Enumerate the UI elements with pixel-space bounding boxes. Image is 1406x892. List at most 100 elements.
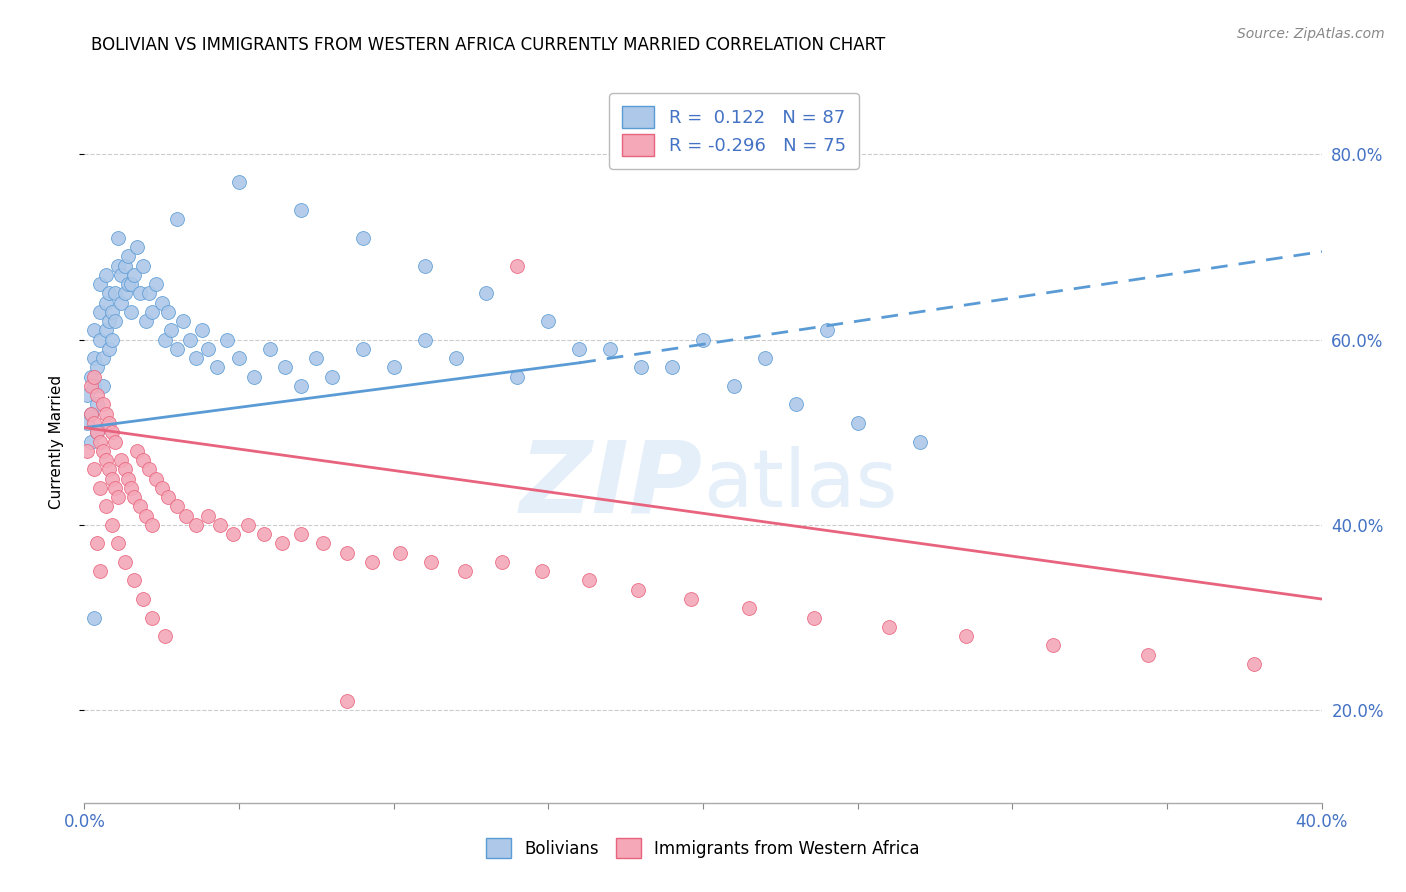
Point <box>94 268 117 282</box>
Point <box>94 295 117 310</box>
Point <box>145 277 167 291</box>
Point <box>135 508 157 523</box>
Point <box>104 481 127 495</box>
Point <box>79 434 101 449</box>
Point <box>290 527 312 541</box>
Point <box>537 314 560 328</box>
Point <box>382 360 405 375</box>
Point <box>79 379 101 393</box>
Point <box>76 388 98 402</box>
Point <box>132 259 155 273</box>
Point <box>83 416 105 430</box>
Point <box>955 629 977 643</box>
Point <box>101 425 124 440</box>
Point <box>207 360 229 375</box>
Point <box>274 360 297 375</box>
Point <box>83 610 105 624</box>
Point <box>145 472 167 486</box>
Point <box>361 555 384 569</box>
Point <box>110 268 132 282</box>
Point <box>86 425 108 440</box>
Point <box>1042 638 1064 652</box>
Point <box>444 351 467 366</box>
Point <box>91 351 114 366</box>
Point <box>336 694 359 708</box>
Point <box>259 342 281 356</box>
Point <box>141 517 163 532</box>
Point <box>117 472 139 486</box>
Point <box>83 462 105 476</box>
Point <box>184 517 207 532</box>
Point <box>114 462 136 476</box>
Point <box>321 369 343 384</box>
Point <box>141 610 163 624</box>
Point <box>197 342 219 356</box>
Point <box>86 388 108 402</box>
Point <box>122 268 145 282</box>
Point <box>352 342 374 356</box>
Point <box>803 610 825 624</box>
Point <box>107 259 129 273</box>
Point <box>101 305 124 319</box>
Point <box>692 333 714 347</box>
Point <box>630 360 652 375</box>
Point <box>877 620 900 634</box>
Point <box>83 351 105 366</box>
Point <box>110 453 132 467</box>
Point <box>125 443 148 458</box>
Point <box>91 397 114 411</box>
Point <box>908 434 931 449</box>
Point <box>114 286 136 301</box>
Point <box>107 490 129 504</box>
Point <box>506 259 529 273</box>
Point <box>197 508 219 523</box>
Point <box>661 360 683 375</box>
Point <box>1243 657 1265 671</box>
Point <box>110 295 132 310</box>
Point <box>76 443 98 458</box>
Point <box>209 517 232 532</box>
Point <box>135 314 157 328</box>
Point <box>491 555 513 569</box>
Point <box>86 425 108 440</box>
Point <box>98 314 121 328</box>
Point <box>79 407 101 421</box>
Point <box>150 481 173 495</box>
Point <box>679 592 702 607</box>
Point <box>172 314 194 328</box>
Point <box>86 397 108 411</box>
Point <box>89 434 111 449</box>
Point <box>114 555 136 569</box>
Point <box>153 629 176 643</box>
Point <box>125 240 148 254</box>
Point <box>83 323 105 337</box>
Point <box>141 305 163 319</box>
Point <box>132 453 155 467</box>
Point <box>83 369 105 384</box>
Point <box>176 508 198 523</box>
Point <box>98 342 121 356</box>
Text: BOLIVIAN VS IMMIGRANTS FROM WESTERN AFRICA CURRENTLY MARRIED CORRELATION CHART: BOLIVIAN VS IMMIGRANTS FROM WESTERN AFRI… <box>91 36 886 54</box>
Point <box>419 555 441 569</box>
Point <box>222 527 245 541</box>
Point <box>132 592 155 607</box>
Point <box>305 351 328 366</box>
Point <box>101 333 124 347</box>
Point <box>98 416 121 430</box>
Point <box>599 342 621 356</box>
Point <box>98 286 121 301</box>
Point <box>94 407 117 421</box>
Point <box>89 277 111 291</box>
Point <box>83 379 105 393</box>
Point <box>86 360 108 375</box>
Point <box>117 277 139 291</box>
Point <box>413 333 436 347</box>
Point <box>454 564 477 578</box>
Point <box>475 286 498 301</box>
Point <box>129 500 152 514</box>
Point <box>107 536 129 550</box>
Text: ZIP: ZIP <box>520 436 703 533</box>
Point <box>253 527 276 541</box>
Point <box>94 323 117 337</box>
Point <box>228 351 250 366</box>
